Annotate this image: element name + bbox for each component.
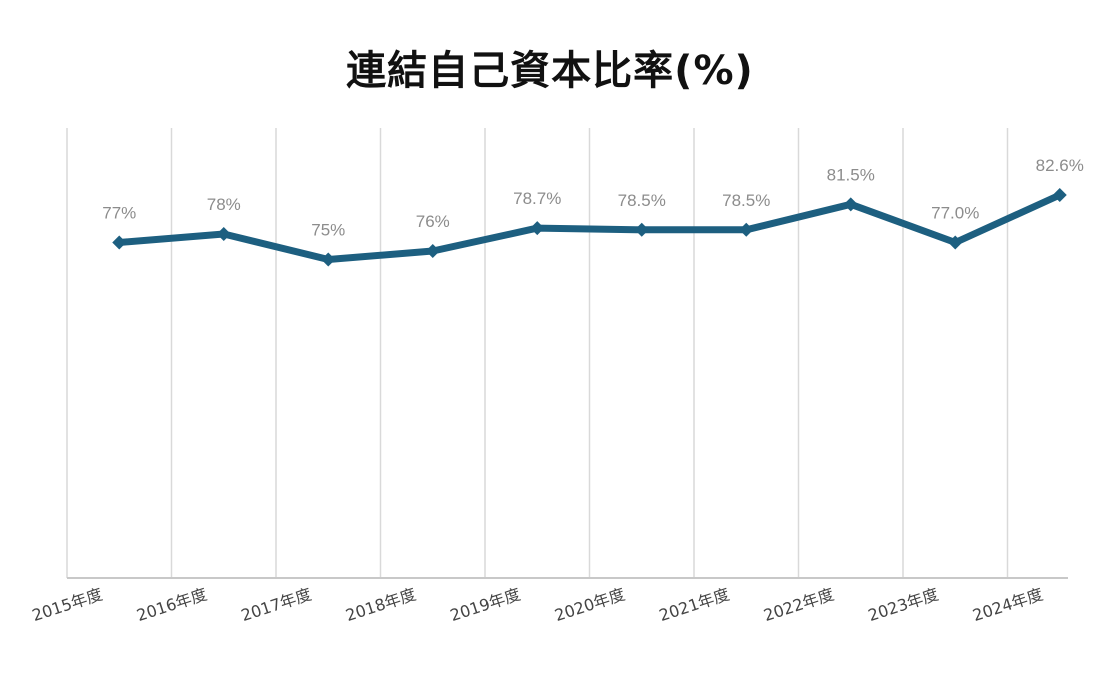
chart-title: 連結自己資本比率(%) xyxy=(346,48,754,94)
data-label: 78% xyxy=(207,195,241,214)
data-point xyxy=(112,235,127,250)
data-point xyxy=(321,252,336,267)
x-tick-label: 2015年度 xyxy=(30,584,105,625)
data-label: 81.5% xyxy=(827,165,875,184)
x-tick-label: 2016年度 xyxy=(134,584,209,625)
data-point xyxy=(216,227,231,242)
x-tick-label: 2019年度 xyxy=(448,584,523,625)
data-label: 76% xyxy=(416,212,450,231)
data-label: 82.6% xyxy=(1036,156,1084,175)
x-tick-label: 2021年度 xyxy=(657,584,732,625)
x-tick-label: 2018年度 xyxy=(343,584,418,625)
data-labels: 77% 78% 75% 76% 78.7% 78.5% 78.5% 81.5% 77.0% 82.… xyxy=(102,156,1084,240)
x-tick-label: 2024年度 xyxy=(970,584,1045,625)
data-point xyxy=(739,222,754,237)
x-tick-label: 2017年度 xyxy=(239,584,314,625)
x-axis-ticks: 2015年度 2016年度 2017年度 2018年度 2019年度 2020年度 2021… xyxy=(30,584,1046,625)
data-label: 78.5% xyxy=(618,191,666,210)
data-label: 77% xyxy=(102,204,136,223)
data-label: 77.0% xyxy=(931,204,979,223)
data-point xyxy=(425,244,440,259)
series xyxy=(112,188,1067,267)
x-tick-label: 2022年度 xyxy=(761,584,836,625)
series-line xyxy=(115,191,1064,263)
gridlines xyxy=(66,128,1068,579)
data-point xyxy=(530,221,545,236)
data-point xyxy=(948,235,963,250)
data-label: 78.7% xyxy=(513,189,561,208)
data-label: 75% xyxy=(311,221,345,240)
data-point xyxy=(634,222,649,237)
data-label: 78.5% xyxy=(722,191,770,210)
x-tick-label: 2020年度 xyxy=(552,584,627,625)
data-point xyxy=(843,197,858,212)
data-point xyxy=(1052,188,1067,202)
x-tick-label: 2023年度 xyxy=(866,584,941,625)
